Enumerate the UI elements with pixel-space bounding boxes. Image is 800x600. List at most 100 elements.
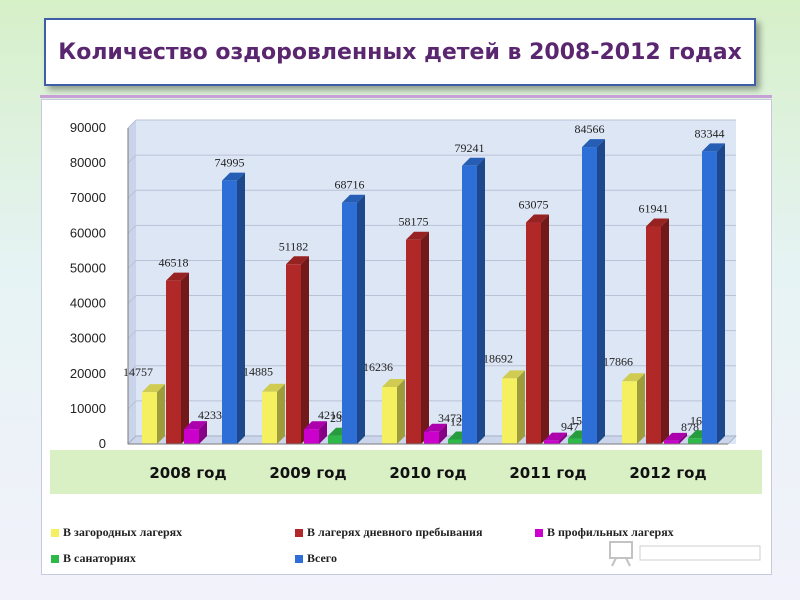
data-label: 18692 — [483, 351, 513, 365]
bar-top — [424, 423, 447, 432]
bar-side — [181, 272, 189, 444]
bar — [582, 147, 597, 444]
bar — [702, 151, 717, 444]
data-label: 14885 — [243, 365, 273, 379]
bar-top — [342, 194, 365, 203]
data-label: 947 — [561, 420, 579, 434]
data-label: 51182 — [279, 239, 309, 253]
bar-side — [157, 384, 165, 444]
bar — [688, 438, 703, 444]
y-tick-label: 80000 — [70, 155, 106, 170]
bar-side — [237, 172, 245, 445]
legend-swatch-country-camps — [51, 528, 59, 537]
bar-top — [582, 139, 605, 148]
bar-top — [622, 373, 645, 382]
y-tick-label: 90000 — [70, 120, 106, 135]
gridline-side — [127, 260, 137, 269]
bar — [568, 438, 583, 444]
bar — [166, 280, 181, 444]
bar-top — [286, 256, 309, 265]
bar-top — [304, 421, 327, 430]
bar — [184, 429, 199, 444]
gridline-side — [127, 154, 137, 164]
data-label: 14757 — [123, 365, 153, 379]
bar-top — [502, 370, 525, 379]
bar — [286, 264, 301, 444]
bar-side — [597, 139, 605, 444]
bar-side — [397, 378, 405, 444]
bar — [406, 239, 421, 444]
data-label: 17866 — [603, 354, 633, 368]
legend-item-day-camps: В лагерях дневного пребывания — [295, 525, 482, 540]
bar-top — [184, 421, 207, 430]
bar-top — [222, 172, 245, 181]
bar-side — [717, 143, 725, 444]
bar-side — [661, 218, 669, 444]
x-tick-label: 2011 год — [509, 464, 586, 482]
gridline-side — [127, 224, 137, 234]
bar-side — [357, 194, 365, 444]
data-label: 46518 — [159, 256, 189, 270]
data-label: 16236 — [363, 360, 393, 374]
bar-side — [301, 256, 309, 444]
bar — [424, 431, 439, 444]
bar-top — [664, 432, 687, 441]
data-label: 3473 — [438, 411, 462, 425]
bar-top — [526, 214, 549, 223]
chart-title: Количество оздоровленных детей в 2008-20… — [58, 39, 742, 65]
bar-top — [262, 383, 285, 392]
bar-side — [541, 214, 549, 444]
bar — [502, 378, 517, 444]
bar-side — [637, 373, 645, 444]
legend-label-country-camps: В загородных лагерях — [63, 525, 183, 539]
plot-left-wall — [128, 120, 136, 444]
data-label: 84566 — [575, 122, 605, 136]
data-label: 68716 — [335, 178, 365, 192]
bar — [262, 391, 277, 444]
legend-label-total: Всего — [307, 551, 337, 565]
legend-swatch-sanatoriums — [51, 554, 59, 563]
chart-area: 0 10000 20000 30000 40000 50000 60000 70000 8000… — [41, 99, 772, 575]
bar-top — [702, 143, 725, 152]
title-box: Количество оздоровленных детей в 2008-20… — [44, 18, 756, 86]
legend-label-sanatoriums: В санаториях — [63, 551, 136, 565]
data-label: 4216 — [318, 408, 342, 422]
legend-label-specialized-camps: В профильных лагерях — [547, 525, 674, 539]
data-label: 58175 — [399, 215, 429, 229]
x-tick-label: 2010 год — [389, 464, 466, 482]
y-tick-label: 50000 — [70, 260, 106, 275]
bar-chart: 0 10000 20000 30000 40000 50000 60000 70000 8000… — [50, 119, 762, 494]
gridline-side — [127, 400, 137, 410]
bar-side — [277, 383, 285, 444]
y-tick-label: 30000 — [70, 331, 106, 346]
data-label: 4233 — [198, 408, 222, 422]
x-tick-label: 2008 год — [149, 464, 226, 482]
legend-item-sanatoriums: В санаториях — [51, 551, 136, 566]
bar-top — [462, 157, 485, 166]
y-tick-label: 0 — [99, 436, 106, 451]
bar — [304, 429, 319, 444]
legend-swatch-day-camps — [295, 528, 303, 537]
gridline-side — [127, 295, 137, 304]
data-label: 79241 — [455, 141, 485, 155]
data-label: 61941 — [639, 202, 669, 216]
y-tick-label: 40000 — [70, 296, 106, 311]
bar-top — [166, 272, 189, 281]
data-label: 63075 — [519, 198, 549, 212]
chart-legend: В загородных лагерях В лагерях дневного … — [47, 521, 767, 573]
x-axis-band — [50, 450, 762, 494]
data-label: 878 — [681, 420, 699, 434]
x-tick-label: 2009 год — [269, 464, 346, 482]
bar-side — [199, 421, 207, 444]
y-tick-label: 20000 — [70, 366, 106, 381]
bar — [622, 381, 637, 444]
bar-side — [517, 370, 525, 444]
legend-item-specialized-camps: В профильных лагерях — [535, 525, 674, 540]
gridline-side — [127, 189, 137, 199]
bar — [646, 226, 661, 444]
bar — [328, 435, 343, 444]
bar — [342, 202, 357, 444]
legend-item-total: Всего — [295, 551, 337, 566]
bar-top — [544, 432, 567, 441]
legend-swatch-specialized-camps — [535, 528, 543, 537]
